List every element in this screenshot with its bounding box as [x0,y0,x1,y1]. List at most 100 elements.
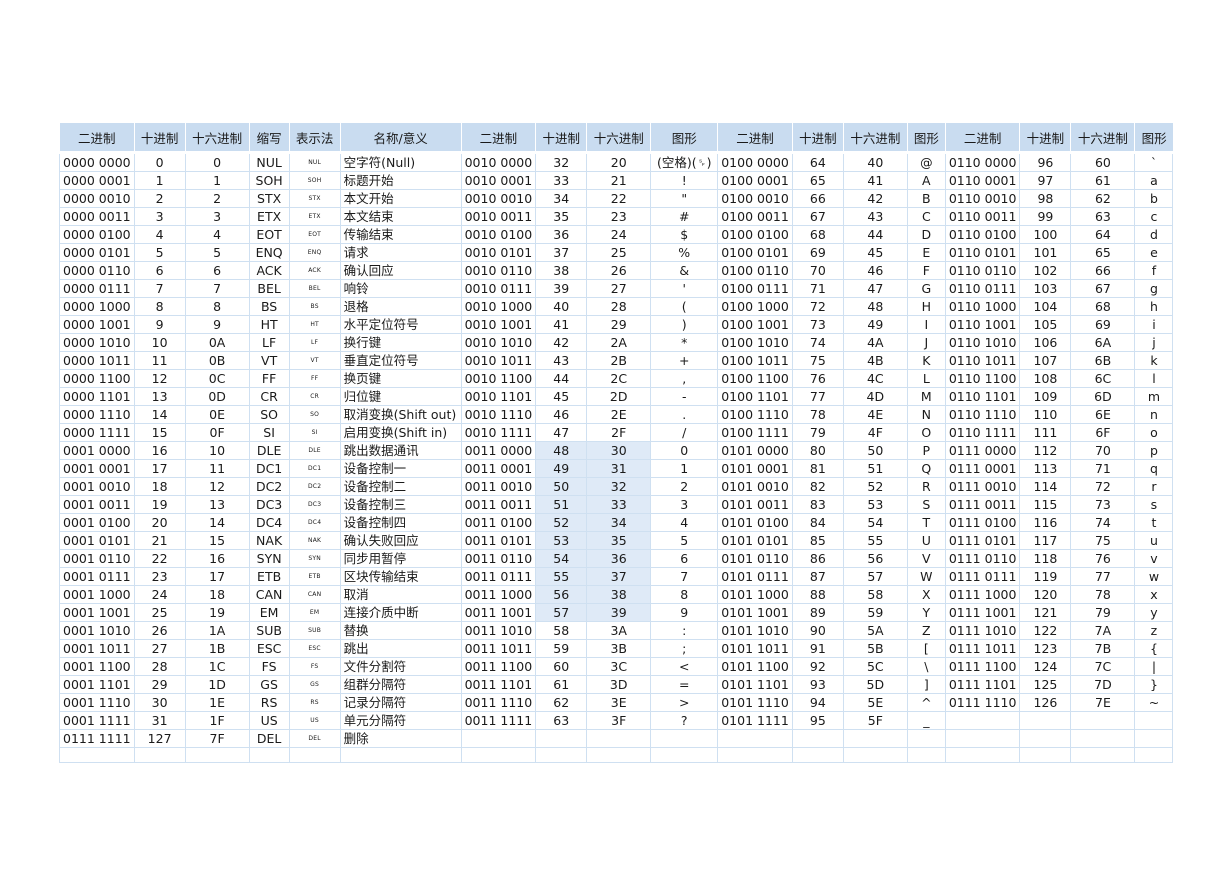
table-cell: 2D [586,387,652,406]
table-cell: 3 [133,207,186,226]
table-cell: 0101 0110 [717,549,793,568]
table-cell: 0010 0100 [460,225,537,244]
table-cell: 设备控制二 [339,477,462,496]
table-cell: 35 [535,207,588,226]
table-cell: o [1134,423,1174,442]
table-cell: 9 [650,603,719,622]
table-cell: 28 [133,657,186,676]
table-cell: 4 [650,513,719,532]
table-cell: 0010 0101 [460,243,537,262]
table-cell: DLE [248,441,290,460]
table-cell: 启用变换(Shift in) [339,423,462,442]
table-cell: 24 [586,225,652,244]
table-row: 0001 0111 23 17 ETB ETB 区块传输结束 0011 0111 55 37 7 0… [59,567,1174,586]
column-header: 十进制 [133,123,186,154]
table-cell: ETX [248,207,290,226]
table-row: 0001 1110 30 1E RS RS 记录分隔符 0011 1110 62 3E >0101… [59,693,1174,712]
table-cell: D [906,225,946,244]
table-cell: w [1134,567,1174,586]
table-cell: 0001 1100 [59,657,135,676]
table-cell: 跳出 [339,639,462,658]
table-cell: 107 [1019,351,1072,370]
table-cell: G [906,279,946,298]
empty-cell [944,747,1021,763]
table-cell: 0101 1101 [717,675,793,694]
table-cell: 0100 1011 [717,351,793,370]
table-cell: 17 [133,459,186,478]
empty-cell [1070,747,1136,763]
empty-cell [288,747,341,763]
table-cell: 0100 1101 [717,387,793,406]
table-cell: 响铃 [339,279,462,298]
table-cell: 0110 0001 [944,171,1021,190]
table-cell: 取消 [339,585,462,604]
table-cell: DC3 [288,495,341,514]
table-cell: t [1134,513,1174,532]
table-cell: " [650,189,719,208]
table-cell: 0101 1100 [717,657,793,676]
table-cell [586,729,652,748]
table-cell: 49 [535,459,588,478]
table-cell: 57 [842,567,908,586]
table-cell: 50 [535,477,588,496]
table-body: 0000 0000 0 0 NUL NUL 空字符(Null) 0010 0000 32 20(… [59,152,1174,763]
table-row: 0001 0001 17 11 DC1 DC1 设备控制一 0011 0001 49 31 1 01… [59,459,1174,478]
table-cell: B [906,189,946,208]
table-cell: + [650,351,719,370]
table-cell: 44 [842,225,908,244]
table-cell: 3 [650,495,719,514]
table-cell: US [248,711,290,730]
table-cell: 换页键 [339,369,462,388]
table-cell: DEL [248,729,290,748]
table-cell: SYN [288,549,341,568]
table-cell: 26 [586,261,652,280]
table-cell: 118 [1019,549,1072,568]
table-cell: 36 [535,225,588,244]
table-cell: 8 [133,297,186,316]
table-cell: 4B [842,351,908,370]
table-cell: u [1134,531,1174,550]
table-cell: 123 [1019,639,1072,658]
table-cell: 116 [1019,513,1072,532]
table-cell: 0101 0100 [717,513,793,532]
table-cell: 0000 0010 [59,189,135,208]
table-row: 0000 1110 14 0E SO SO 取消变换(Shift out) 0010 111… [59,405,1174,424]
table-row: 0000 1011 11 0B VT VT 垂直定位符号 0010 1011 43 2B +010… [59,351,1174,370]
table-cell: 1E [184,693,250,712]
table-row: 0001 0110 22 16 SYN SYN 同步用暂停 0011 0110 54 36 6 01… [59,549,1174,568]
table-cell: 58 [535,621,588,640]
table-cell: SUB [288,621,341,640]
table-cell: 0001 1011 [59,639,135,658]
table-cell: 0101 0000 [717,441,793,460]
table-cell: 2E [586,405,652,424]
table-cell: 70 [1070,441,1136,460]
table-cell: GS [288,675,341,694]
table-cell: 6 [650,549,719,568]
table-cell: 0011 1010 [460,621,537,640]
table-cell: 20 [586,152,652,172]
table-cell: 0011 0011 [460,495,537,514]
table-cell: - [650,387,719,406]
table-cell: 0000 0111 [59,279,135,298]
table-cell: 0001 0101 [59,531,135,550]
table-cell: 75 [1070,531,1136,550]
table-cell: 57 [535,603,588,622]
table-cell: 34 [535,189,588,208]
table-cell: L [906,369,946,388]
table-cell: > [650,693,719,712]
table-cell: 29 [133,675,186,694]
table-cell: 61 [1070,171,1136,190]
table-cell: % [650,243,719,262]
table-cell: 115 [1019,495,1072,514]
table-cell: STX [288,189,341,208]
table-cell: 7F [184,729,250,748]
table-cell: SUB [248,621,290,640]
ascii-code-table: 二进制 十进制 十六进制 缩写 表示法 名称/意义 二进制 十进制 十六进制 图形 二进制 十进制 十六… [59,123,1174,763]
table-cell: 0011 1101 [460,675,537,694]
table-cell: 0011 0110 [460,549,537,568]
table-cell: 10 [184,441,250,460]
table-cell: 48 [535,441,588,460]
table-cell: 11 [184,459,250,478]
table-cell: 53 [842,495,908,514]
table-cell: 56 [535,585,588,604]
